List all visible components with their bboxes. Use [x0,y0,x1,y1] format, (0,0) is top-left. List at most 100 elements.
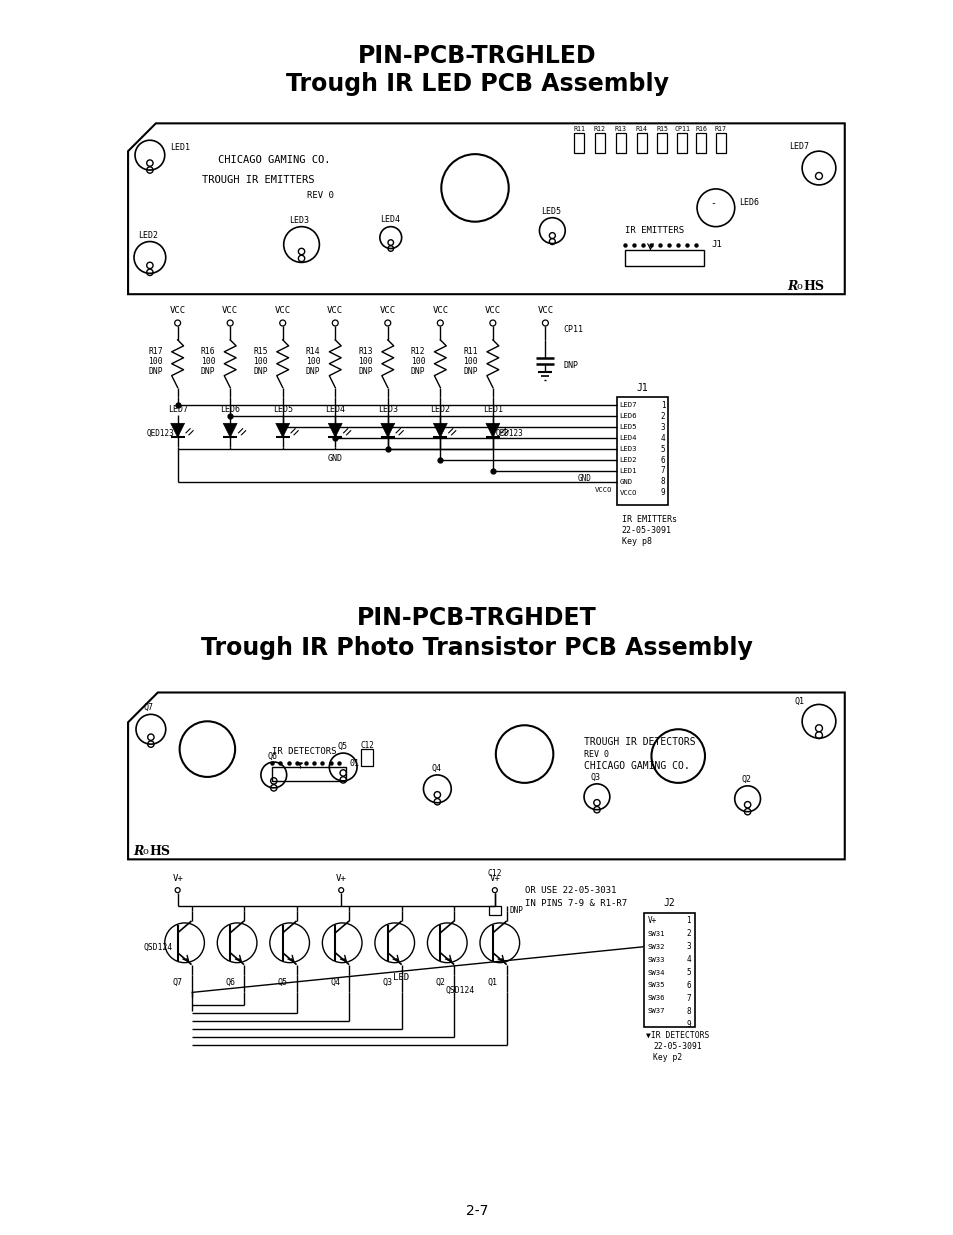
Text: Q5: Q5 [277,978,288,987]
Polygon shape [275,424,290,437]
Text: LED1: LED1 [170,143,190,152]
Text: V+: V+ [647,916,656,925]
Text: R12: R12 [594,126,605,132]
Text: 2-7: 2-7 [465,1204,488,1218]
Text: SW35: SW35 [647,983,664,988]
Bar [624,251,703,267]
Text: LED5: LED5 [540,207,560,216]
Text: R17: R17 [148,347,163,357]
Text: VCC: VCC [274,305,291,315]
Bar [715,133,725,153]
Text: 2: 2 [686,930,690,939]
Text: Q3: Q3 [382,978,393,987]
Text: 3: 3 [686,942,690,951]
Text: SW32: SW32 [647,944,664,950]
Text: o: o [796,282,801,290]
Text: LED7: LED7 [168,405,188,414]
Text: 100: 100 [463,357,477,367]
Text: 6: 6 [660,456,664,464]
Text: TROUGH IR DETECTORS: TROUGH IR DETECTORS [583,737,695,747]
Bar [488,906,500,915]
Text: Q7: Q7 [172,978,182,987]
Text: 7: 7 [660,467,664,475]
Bar [360,750,373,766]
Text: Q1: Q1 [793,697,803,706]
Text: DNP: DNP [411,367,425,377]
Text: DNP: DNP [358,367,373,377]
Text: 2: 2 [660,411,664,421]
Text: R15: R15 [656,126,668,132]
Text: LED4: LED4 [379,215,399,225]
Text: J1: J1 [711,240,722,249]
Text: VCC: VCC [327,305,343,315]
Text: QED123: QED123 [496,429,523,437]
Text: R: R [786,280,797,293]
Text: SW34: SW34 [647,969,664,976]
Text: Q3: Q3 [590,773,600,783]
Text: J1: J1 [636,383,648,393]
Text: Q4: Q4 [330,978,340,987]
Polygon shape [296,763,302,764]
Text: R16: R16 [695,126,706,132]
Text: QED123: QED123 [147,429,174,437]
Text: VCC: VCC [379,305,395,315]
Text: DNP: DNP [463,367,477,377]
Polygon shape [433,424,447,437]
Text: 1: 1 [686,916,690,925]
Text: CHICAGO GAMING CO.: CHICAGO GAMING CO. [218,156,331,165]
Text: 6: 6 [686,981,690,990]
Bar [636,133,646,153]
Text: 9: 9 [660,488,664,498]
Bar [643,913,695,1028]
Text: LED2: LED2 [138,231,158,240]
Text: 1: 1 [660,401,664,410]
Text: R13: R13 [614,126,626,132]
Text: LED1: LED1 [619,468,637,474]
Bar [696,133,705,153]
Text: LED3: LED3 [377,405,397,414]
Text: Q2: Q2 [435,978,445,987]
Polygon shape [171,424,184,437]
Text: LED4: LED4 [325,405,345,414]
Bar [574,133,583,153]
Text: DNP: DNP [200,367,215,377]
Text: DNP: DNP [509,905,523,914]
Bar [617,398,668,505]
Text: C12: C12 [359,741,374,750]
Text: 100: 100 [253,357,268,367]
Text: 100: 100 [200,357,215,367]
Text: DNP: DNP [562,361,578,370]
Text: V+: V+ [172,873,183,883]
Text: 5: 5 [686,968,690,977]
Text: R13: R13 [358,347,373,357]
Polygon shape [328,424,342,437]
Text: SW37: SW37 [647,1008,664,1014]
Text: VCCO: VCCO [594,487,611,493]
Text: 3: 3 [660,422,664,432]
Text: C12: C12 [487,868,501,878]
Text: V+: V+ [335,873,346,883]
Text: IN PINS 7-9 & R1-R7: IN PINS 7-9 & R1-R7 [524,899,626,908]
Text: R14: R14 [305,347,320,357]
Text: VCC: VCC [222,305,238,315]
Text: GND: GND [578,474,592,483]
Text: 100: 100 [358,357,373,367]
Text: Trough IR Photo Transistor PCB Assembly: Trough IR Photo Transistor PCB Assembly [201,636,752,659]
Text: LED7: LED7 [788,142,808,151]
Bar [595,133,604,153]
Text: 100: 100 [411,357,425,367]
Text: IR EMITTERS: IR EMITTERS [624,226,683,235]
Polygon shape [380,424,395,437]
Text: Q2: Q2 [740,776,751,784]
Text: LED5: LED5 [619,425,637,430]
Text: 4: 4 [686,955,690,965]
Text: LED1: LED1 [482,405,502,414]
Text: PIN-PCB-TRGHLED: PIN-PCB-TRGHLED [357,43,596,68]
Text: DNP: DNP [253,367,268,377]
Text: 7: 7 [686,994,690,1003]
Text: Q5: Q5 [336,742,347,751]
Text: GND: GND [328,453,342,463]
Text: LED7: LED7 [619,403,637,409]
Text: CHICAGO GAMING CO.: CHICAGO GAMING CO. [583,761,689,771]
Text: DNP: DNP [148,367,163,377]
